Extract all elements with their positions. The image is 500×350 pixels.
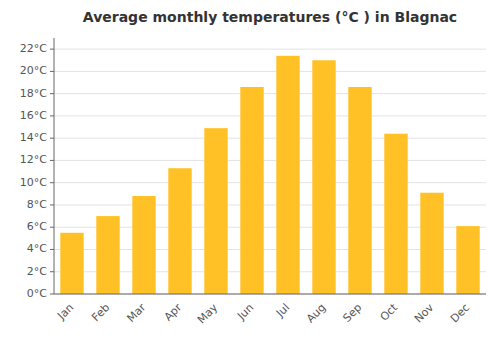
x-tick-label: May (195, 301, 221, 327)
grid-line (54, 160, 486, 161)
chart-container: Average monthly temperatures (°C ) in Bl… (0, 0, 500, 350)
y-tick-label: 4°C (27, 242, 47, 255)
grid-line (54, 182, 486, 183)
bar (348, 87, 371, 294)
y-tick (50, 49, 54, 50)
x-tick-label: Sep (340, 301, 364, 325)
y-tick (50, 71, 54, 72)
x-tick-label: Oct (378, 301, 401, 324)
grid (54, 49, 486, 294)
bar (312, 60, 335, 294)
y-tick-label: 10°C (20, 176, 47, 189)
x-axis: Jan Feb Mar Apr May Jun Jul Aug Sep Oct Nov Dec (54, 294, 486, 326)
y-tick-label: 2°C (27, 265, 47, 278)
x-tick-label: Nov (412, 301, 437, 326)
y-tick-label: 12°C (20, 153, 47, 166)
y-tick (50, 138, 54, 139)
y-tick-label: 20°C (20, 64, 47, 77)
bar (420, 193, 443, 294)
bar (204, 128, 227, 294)
bar (168, 168, 191, 294)
y-tick (50, 160, 54, 161)
bar (60, 233, 83, 294)
x-axis-line (54, 294, 486, 295)
y-tick (50, 271, 54, 272)
bars (60, 56, 479, 294)
y-tick (50, 115, 54, 116)
grid-line (54, 115, 486, 116)
chart: Average monthly temperatures (°C ) in Bl… (0, 0, 500, 350)
y-tick-label: 18°C (20, 87, 47, 100)
x-tick-label: Feb (89, 301, 112, 324)
y-tick (50, 182, 54, 183)
bar (456, 226, 479, 294)
x-tick-label: Apr (162, 301, 185, 324)
y-tick (50, 227, 54, 228)
bar (132, 196, 155, 294)
y-tick-label: 0°C (27, 287, 47, 300)
grid-line (54, 93, 486, 94)
x-tick-label: Jan (54, 301, 76, 323)
x-tick-label: Mar (124, 301, 148, 325)
bar (276, 56, 299, 294)
x-tick-label: Jul (273, 301, 292, 320)
grid-line (54, 138, 486, 139)
y-tick-label: 6°C (27, 220, 47, 233)
grid-line (54, 294, 486, 295)
x-tick-label: Aug (304, 301, 328, 325)
y-tick (50, 294, 54, 295)
y-axis-line (54, 38, 55, 294)
y-tick (50, 93, 54, 94)
grid-line (54, 49, 486, 50)
y-tick-label: 22°C (20, 42, 47, 55)
y-tick-label: 8°C (27, 198, 47, 211)
x-tick-label: Jun (234, 301, 256, 323)
y-axis: 0°C 2°C 4°C 6°C 8°C 10°C 12°C 14°C 16°C 18°C 20°C 2… (20, 38, 54, 300)
x-tick-label: Dec (448, 301, 472, 325)
bar (384, 134, 407, 294)
y-tick-label: 14°C (20, 131, 47, 144)
bar (240, 87, 263, 294)
y-tick (50, 249, 54, 250)
bar (96, 216, 119, 294)
y-tick (50, 204, 54, 205)
grid-line (54, 71, 486, 72)
y-tick-label: 16°C (20, 109, 47, 122)
title: Average monthly temperatures (°C ) in Bl… (83, 9, 457, 25)
